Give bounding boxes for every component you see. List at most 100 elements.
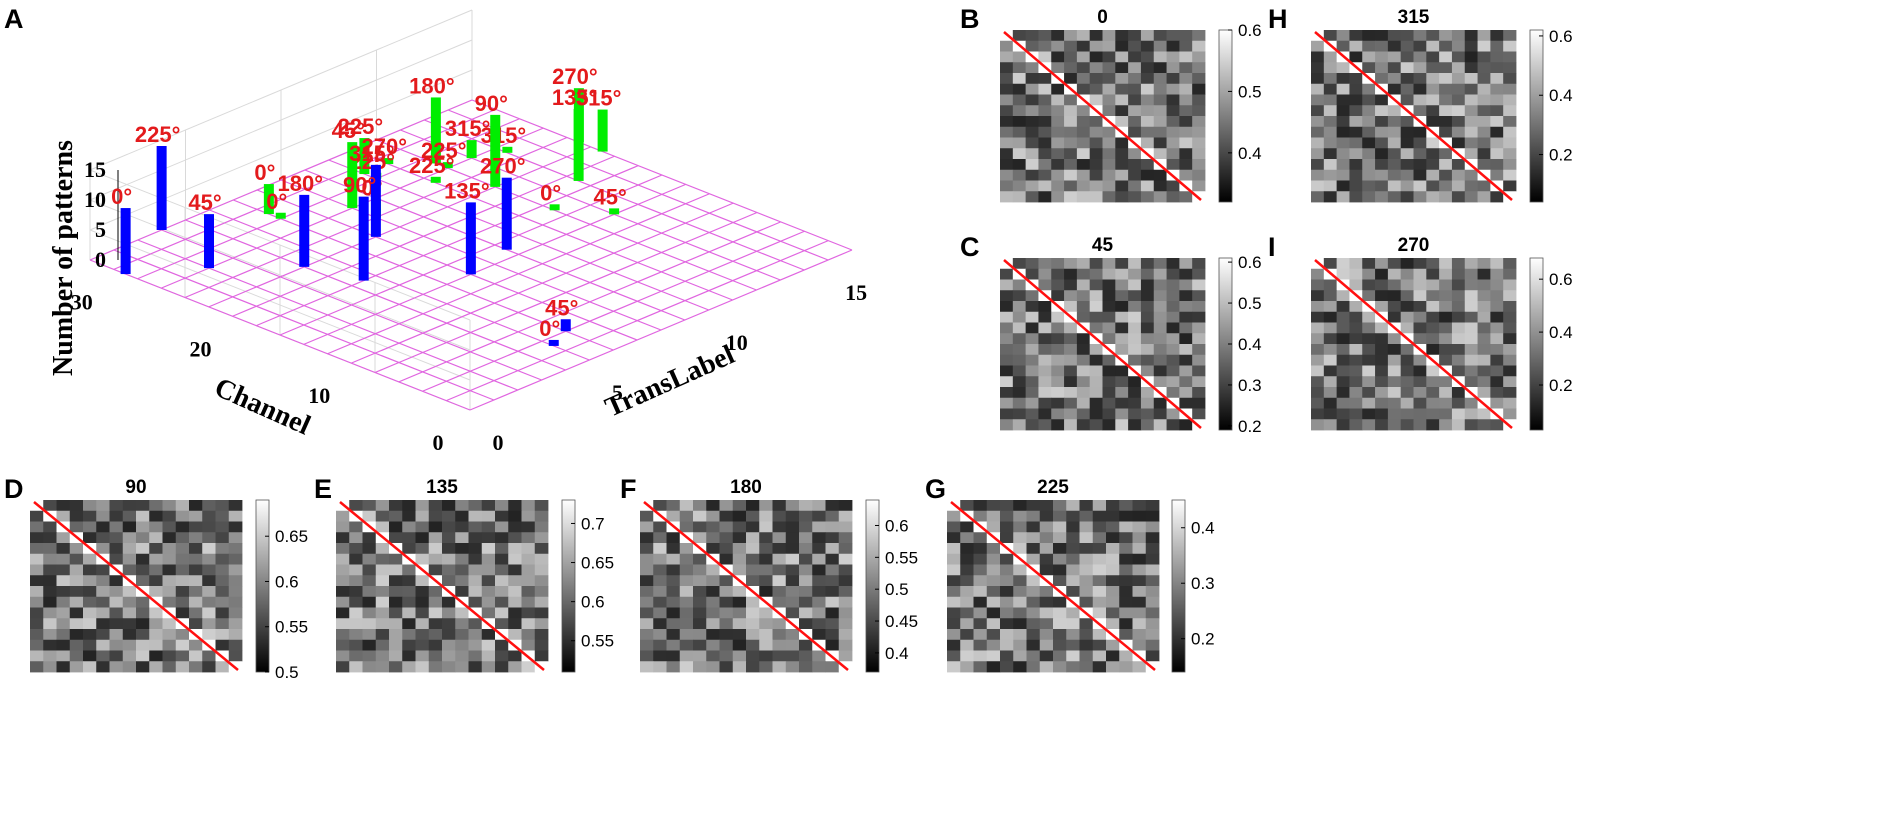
heatmap-cell [1000, 333, 1014, 345]
bar-label-9: 45° [332, 118, 365, 143]
heatmap-cell [759, 500, 773, 512]
heatmap-cell [1451, 40, 1466, 52]
heatmap-cell [693, 661, 707, 673]
colorbar [255, 499, 270, 673]
heatmap-cell [215, 510, 230, 522]
heatmap-cell [362, 500, 377, 512]
heatmap-cell [1132, 586, 1147, 598]
heatmap-cell [986, 650, 1001, 662]
heatmap-cell [1477, 376, 1491, 388]
heatmap-cell [1362, 105, 1376, 117]
heatmap-cell [1128, 290, 1142, 302]
heatmap-cell [228, 629, 243, 641]
heatmap-cell [336, 510, 350, 522]
heatmap-cell [1323, 397, 1338, 409]
heatmap-cell [428, 553, 443, 565]
heatmap-cell [96, 596, 110, 608]
heatmap-cell [189, 586, 203, 598]
heatmap-cell [468, 661, 483, 673]
heatmap-cell [1387, 333, 1402, 345]
heatmap-cell [1039, 650, 1054, 662]
heatmap-cell [189, 564, 203, 576]
heatmap-cell [495, 521, 509, 533]
heatmap-cell [136, 553, 150, 565]
heatmap-cell [1132, 521, 1147, 533]
heatmap-cell [1102, 322, 1116, 334]
heatmap-cell [1192, 159, 1206, 171]
heatmap-cell [1089, 159, 1103, 171]
heatmap-cell [1336, 94, 1350, 106]
heatmap-cell [1413, 268, 1427, 280]
heatmap-cell [1064, 191, 1078, 203]
heatmap-cell [947, 564, 961, 576]
heatmap-cell [732, 661, 747, 673]
heatmap-cell [1413, 83, 1427, 95]
heatmap-cell [1166, 301, 1180, 313]
heatmap-cell [960, 607, 974, 619]
bar-label-26: 45° [545, 295, 578, 320]
bar-1 [120, 208, 131, 275]
heatmap-cell [1375, 376, 1389, 388]
heatmap-cell [1132, 596, 1147, 608]
heatmap-cell [442, 543, 456, 555]
z-tick-label: 5 [95, 217, 106, 242]
y-tick-label: 0 [433, 430, 444, 455]
heatmap-cell [1145, 607, 1160, 619]
heatmap-cell [1106, 510, 1120, 522]
heatmap-cell [1464, 169, 1478, 181]
heatmap-cell [43, 596, 57, 608]
heatmap-cell [1439, 344, 1453, 356]
heatmap-cell [1375, 419, 1389, 431]
heatmap-cell [175, 543, 190, 555]
colorbar-tick-label: 0.55 [275, 618, 308, 637]
heatmap-cell [785, 532, 800, 544]
heatmap-cell [1490, 40, 1504, 52]
heatmap-cell [1000, 387, 1014, 399]
heatmap-cell [1362, 148, 1376, 160]
heatmap-cell [109, 521, 124, 533]
heatmap-cell [1066, 510, 1080, 522]
heatmap-cell [495, 661, 509, 673]
heatmap-cell [1051, 126, 1065, 138]
heatmap-cell [1362, 62, 1376, 74]
heatmap-cell [1025, 137, 1039, 149]
heatmap-cell [122, 650, 137, 662]
heatmap-cell [759, 661, 773, 673]
heatmap-cell [706, 510, 720, 522]
heatmap-cell [960, 500, 974, 512]
heatmap-cell [175, 521, 190, 533]
heatmap-cell [1012, 126, 1027, 138]
heatmap-cell [481, 650, 496, 662]
heatmap-cell [495, 564, 509, 576]
heatmap-cell [1064, 126, 1078, 138]
heatmap-cell [986, 661, 1001, 673]
heatmap-cell [1026, 596, 1041, 608]
heatmap-cell [772, 596, 787, 608]
heatmap-cell [162, 661, 177, 673]
heatmap-cell [1477, 105, 1491, 117]
heatmap-cell [69, 543, 84, 555]
heatmap-cell [1153, 268, 1167, 280]
heatmap-cell [1503, 279, 1517, 291]
heatmap-cell [1192, 344, 1206, 356]
heatmap-cell [136, 543, 150, 555]
heatmap-cell [1119, 586, 1133, 598]
heatmap-cell [1464, 365, 1478, 377]
heatmap-cell [1179, 83, 1193, 95]
colorbar-tick-label: 0.6 [1549, 270, 1573, 289]
heatmap-cell [947, 661, 961, 673]
y-tick-label: 10 [308, 383, 330, 408]
heatmap-cell [1179, 301, 1193, 313]
heatmap-cell [1119, 575, 1133, 587]
heatmap-cell [1051, 290, 1065, 302]
heatmap-cell [1413, 126, 1427, 138]
heatmap-cell [1064, 279, 1078, 291]
heatmap-cell [336, 532, 350, 544]
heatmap-cell [1336, 268, 1350, 280]
heatmap-cell [1115, 30, 1129, 42]
heatmap-cell [1477, 387, 1491, 399]
heatmap-cell [1038, 94, 1052, 106]
heatmap-cell [1375, 301, 1389, 313]
heatmap-cell [149, 629, 163, 641]
heatmap-cell [1102, 333, 1116, 345]
